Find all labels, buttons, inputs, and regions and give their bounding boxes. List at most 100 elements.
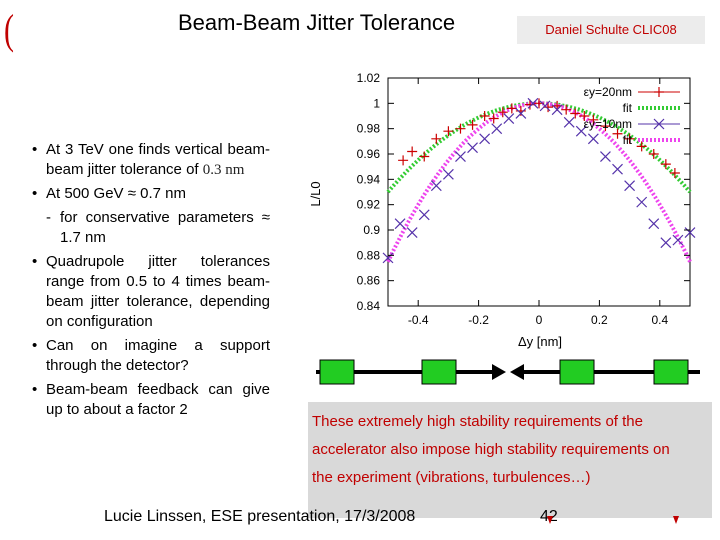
data-point-plus xyxy=(648,149,659,159)
data-point-cross xyxy=(612,163,623,175)
x-tick-label: 0.2 xyxy=(591,313,608,327)
y-tick-label: 1 xyxy=(373,96,380,110)
beam-arrow-left xyxy=(510,364,524,380)
quadrupole-block-1 xyxy=(319,359,355,385)
x-tick-label: -0.4 xyxy=(408,313,429,327)
data-point-plus xyxy=(660,159,671,170)
data-point-plus xyxy=(455,123,466,134)
x-tick-label: -0.2 xyxy=(468,313,489,327)
y-tick-label: 0.88 xyxy=(357,248,381,262)
data-point-cross xyxy=(660,237,672,249)
data-point-plus xyxy=(506,103,517,114)
bullet-text: Beam-beam feedback can give up to about … xyxy=(46,381,270,418)
quadrupole-block-2 xyxy=(421,359,457,385)
bullet-subitem-conservative: for conservative parameters ≈ 1.7 nm xyxy=(30,208,270,248)
bullet-list: At 3 TeV one finds vertical beam-beam ji… xyxy=(30,140,270,424)
legend-label: εy=10nm xyxy=(584,117,632,131)
data-point-cross xyxy=(406,227,418,238)
data-point-plus xyxy=(570,108,581,119)
data-point-cross xyxy=(600,151,611,162)
x-tick-label: 0 xyxy=(536,313,543,327)
data-point-plus xyxy=(407,146,418,157)
y-tick-label: 1.02 xyxy=(357,71,381,85)
legend-label: fit xyxy=(623,101,633,115)
data-point-cross xyxy=(587,133,599,145)
data-point-plus xyxy=(524,99,535,110)
data-point-plus xyxy=(497,107,508,118)
data-point-cross xyxy=(503,113,515,124)
data-point-cross xyxy=(575,125,587,137)
bullet-item-500gev: At 500 GeV ≈ 0.7 nm xyxy=(30,184,270,204)
x-axis-label: Δy [nm] xyxy=(518,334,562,349)
corner-bracket-mark: ( xyxy=(4,7,14,54)
data-point-plus xyxy=(669,168,680,178)
bullet-item-tolerance-3tev: At 3 TeV one finds vertical beam-beam ji… xyxy=(30,140,270,180)
legend-swatch-cross xyxy=(653,118,665,130)
bullet-text: Quadrupole jitter tolerances range from … xyxy=(46,253,270,330)
data-point-plus xyxy=(600,121,611,132)
data-point-cross xyxy=(672,234,684,246)
data-point-cross xyxy=(527,97,539,109)
beam-arrow-right xyxy=(492,364,506,380)
y-tick-label: 0.86 xyxy=(357,274,381,288)
data-point-plus xyxy=(636,141,647,152)
y-tick-label: 0.96 xyxy=(357,147,381,161)
bullet-text: At 500 GeV ≈ 0.7 nm xyxy=(46,185,186,202)
data-point-plus xyxy=(479,111,490,121)
y-tick-label: 0.9 xyxy=(363,223,380,237)
data-point-cross xyxy=(563,116,575,128)
data-point-plus xyxy=(588,114,599,125)
quadrupole-block-3 xyxy=(559,359,595,385)
data-point-plus xyxy=(543,102,554,113)
y-tick-label: 0.98 xyxy=(357,122,381,136)
data-point-cross xyxy=(539,100,551,112)
data-point-cross xyxy=(684,227,696,238)
data-point-cross xyxy=(636,196,648,208)
data-point-cross xyxy=(648,218,660,230)
data-point-plus xyxy=(612,128,623,139)
callout-background xyxy=(308,402,712,518)
y-tick-label: 0.84 xyxy=(357,299,381,313)
bullet-math: 0.3 nm xyxy=(202,162,245,178)
slide-title: Beam-Beam Jitter Tolerance xyxy=(178,10,456,35)
data-point-cross xyxy=(394,218,406,230)
data-point-cross xyxy=(442,168,454,180)
data-point-plus xyxy=(579,111,590,121)
x-tick-label: 0.4 xyxy=(651,313,668,327)
author-tag: Daniel Schulte CLIC08 xyxy=(517,16,705,44)
luminosity-chart: 0.84 0.86 0.88 0.9 0.92 0.94 0.96 0.98 1 1.02 -0.4… xyxy=(308,71,696,349)
stability-callout: These extremely high stability requireme… xyxy=(312,413,670,486)
data-point-plus xyxy=(488,113,499,124)
data-point-plus xyxy=(624,133,635,144)
bullet-item-support: Can on imagine a support through the det… xyxy=(30,336,270,376)
bullet-text: for conservative parameters ≈ 1.7 nm xyxy=(60,209,270,246)
data-point-cross xyxy=(382,252,394,264)
data-point-plus xyxy=(419,151,430,162)
data-point-cross xyxy=(479,133,491,145)
red-marker-right xyxy=(673,516,679,524)
data-point-cross xyxy=(491,123,503,135)
data-point-cross xyxy=(551,104,563,116)
data-point-plus xyxy=(467,119,478,130)
data-point-cross xyxy=(467,142,478,154)
y-axis-label: L/L0 xyxy=(308,181,323,206)
y-tick-label: 0.94 xyxy=(357,172,381,186)
y-tick-label: 0.92 xyxy=(357,198,381,212)
data-point-cross xyxy=(418,209,430,221)
footer-text: Lucie Linssen, ESE presentation, 17/3/20… xyxy=(104,508,416,525)
quadrupole-block-4 xyxy=(653,359,689,385)
bullet-item-feedback: Beam-beam feedback can give up to about … xyxy=(30,380,270,420)
data-point-cross xyxy=(455,151,466,162)
beam-diagram xyxy=(316,359,700,385)
bullet-item-quadrupole: Quadrupole jitter tolerances range from … xyxy=(30,252,270,332)
legend-label: εy=20nm xyxy=(584,85,632,99)
data-point-plus xyxy=(431,133,442,144)
data-point-cross xyxy=(624,180,636,192)
legend-label: fit xyxy=(623,133,633,147)
data-point-cross xyxy=(515,108,527,119)
data-point-plus xyxy=(398,155,409,166)
data-point-plus xyxy=(561,104,572,115)
plot-frame xyxy=(387,77,691,307)
legend-swatch-plus xyxy=(654,87,664,97)
bullet-text: At 3 TeV one finds vertical beam-beam ji… xyxy=(46,141,270,178)
